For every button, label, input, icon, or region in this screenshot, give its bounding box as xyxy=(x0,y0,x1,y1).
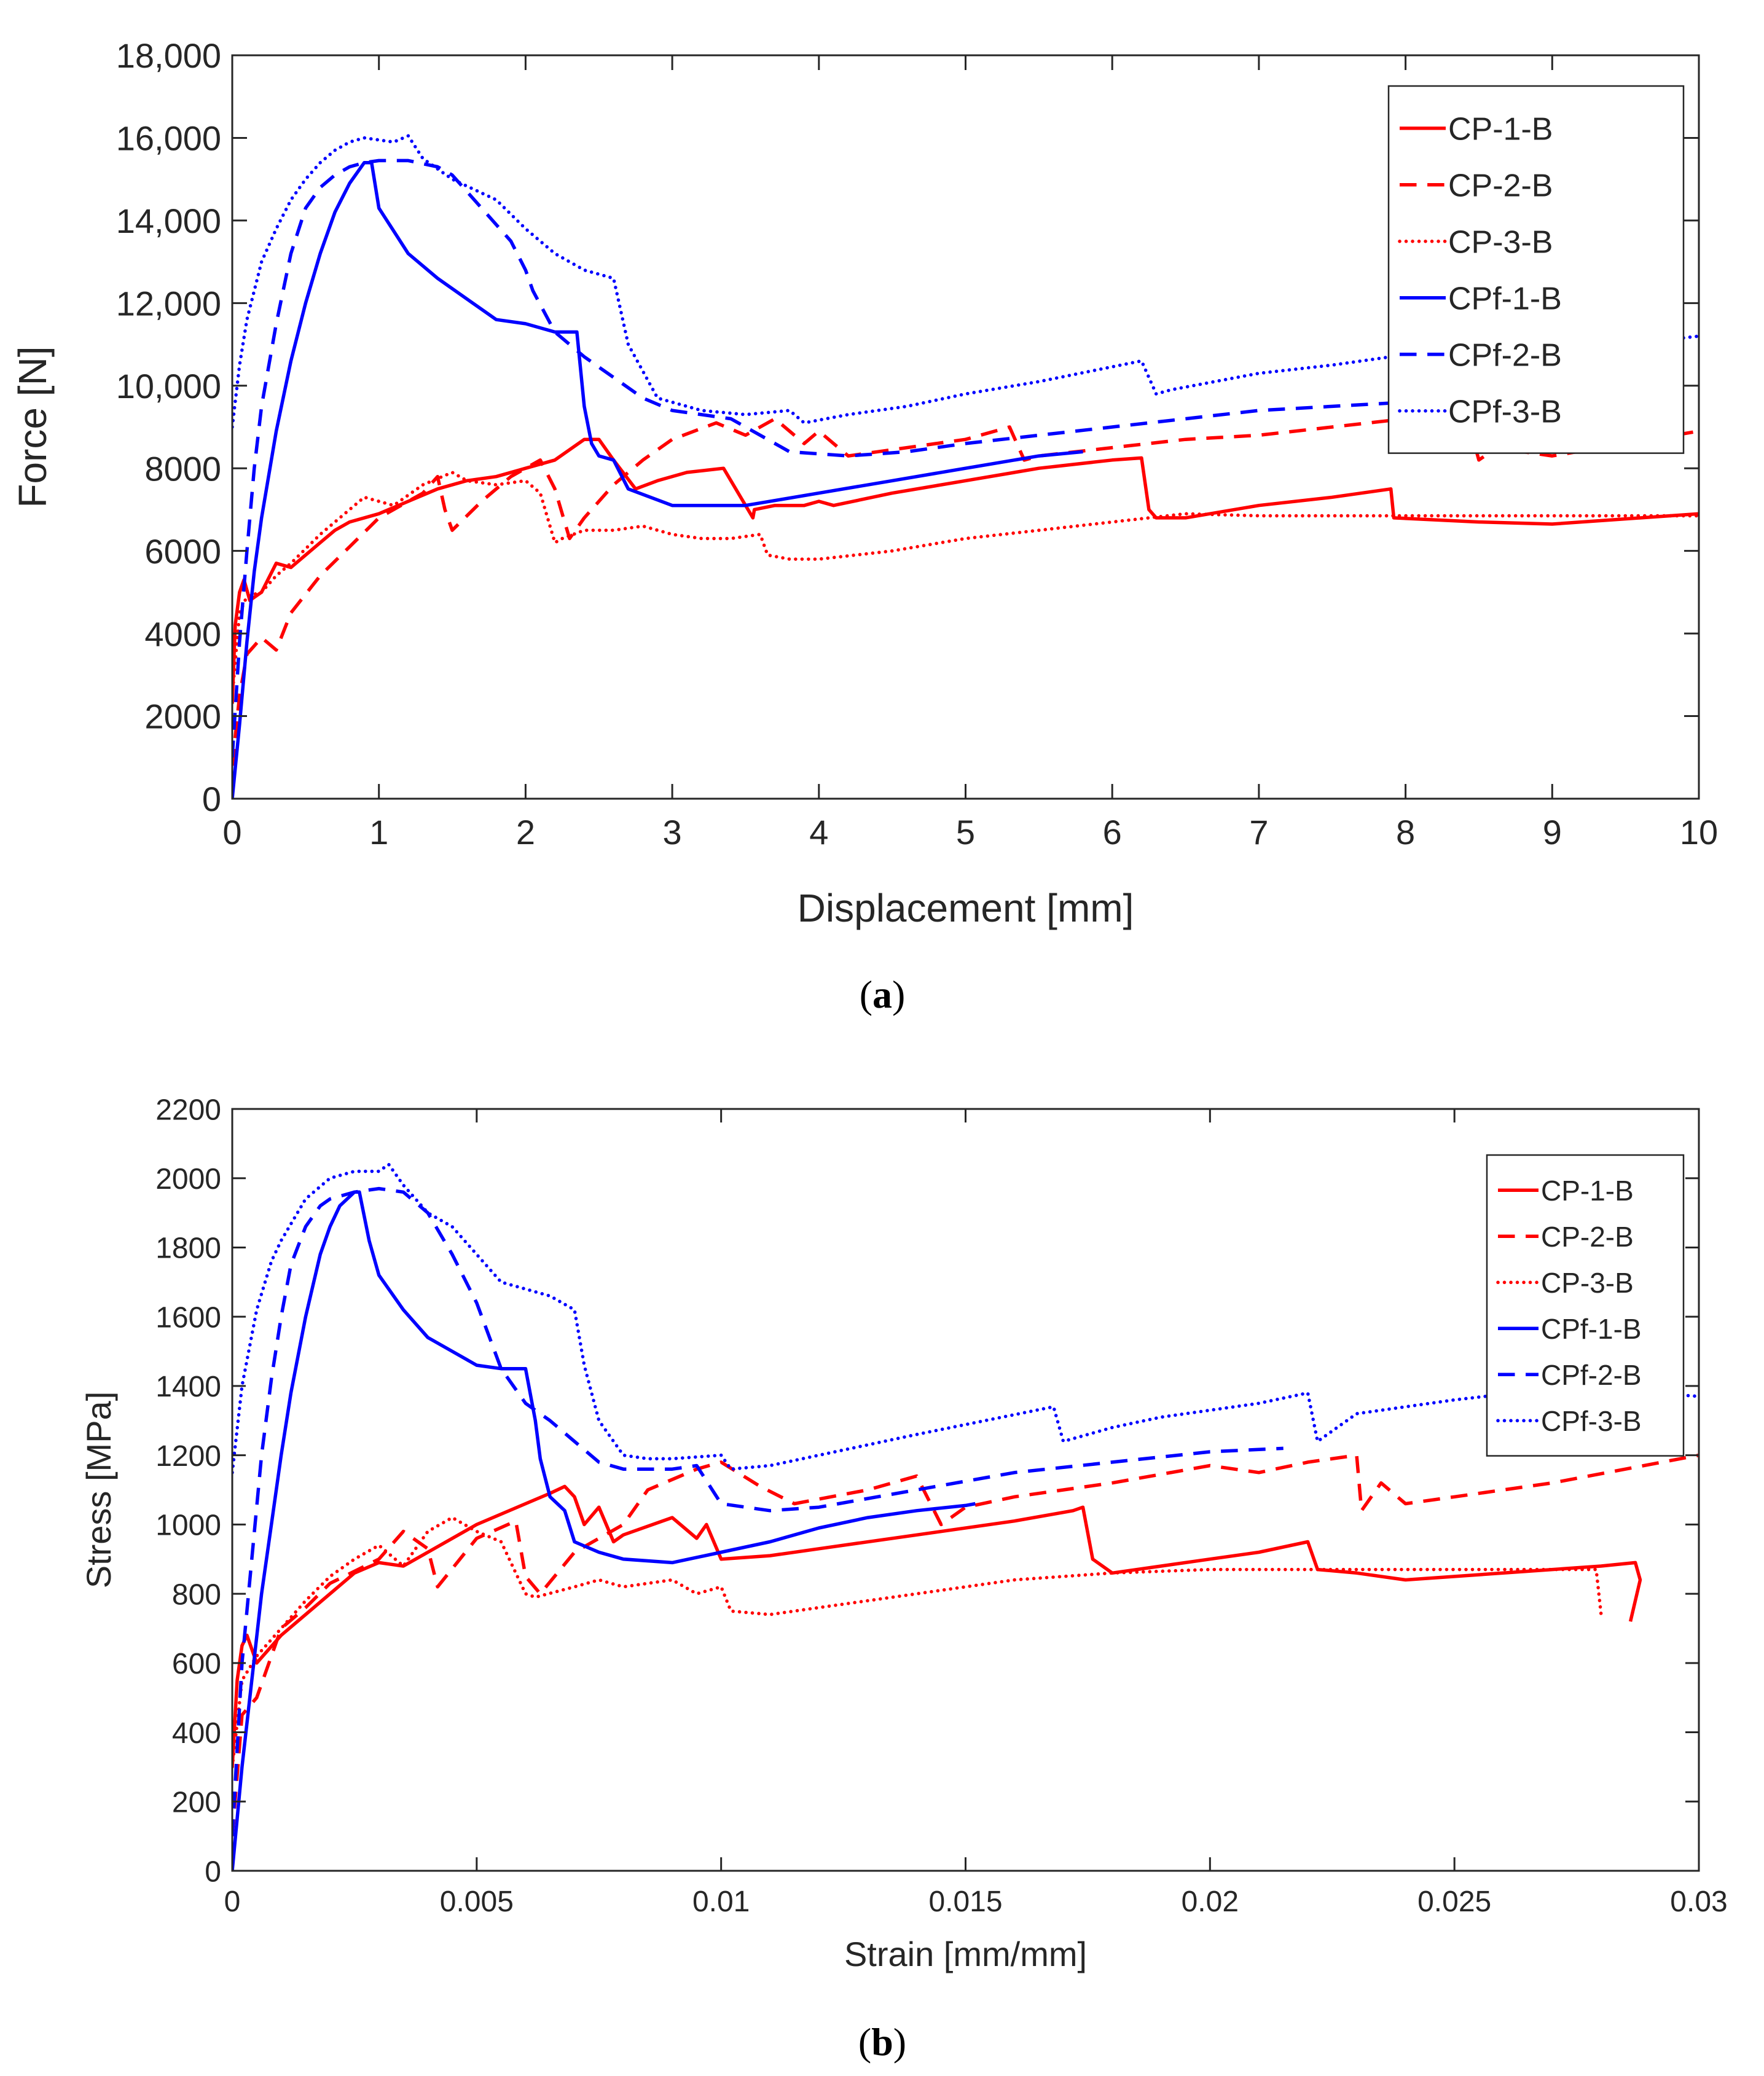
y-tick-label: 4000 xyxy=(144,614,221,653)
y-tick-label: 10,000 xyxy=(116,367,221,405)
legend-label: CP-1-B xyxy=(1448,112,1553,147)
legend-label: CP-3-B xyxy=(1448,225,1553,260)
legend-label: CP-3-B xyxy=(1541,1267,1634,1299)
x-tick-label: 7 xyxy=(1249,813,1268,852)
series-line-CPf-3-B xyxy=(232,134,1699,429)
y-tick-label: 1600 xyxy=(155,1301,221,1334)
y-tick-label: 200 xyxy=(172,1787,221,1819)
y-tick-label: 18,000 xyxy=(116,36,221,75)
x-tick-label: 0.015 xyxy=(928,1886,1002,1918)
caption-b: (b) xyxy=(858,2020,906,2064)
y-tick-label: 16,000 xyxy=(116,119,221,158)
y-tick-label: 0 xyxy=(202,780,221,818)
series-line-CP-2-B xyxy=(232,404,1699,766)
y-tick-label: 0 xyxy=(205,1855,221,1888)
chart-stress-strain: 0 0.005 0.01 0.015 0.02 0.025 0.03 0 200 400 600 80… xyxy=(79,1094,1728,1973)
x-tick-label: 6 xyxy=(1103,813,1122,852)
x-axis-label: Displacement [mm] xyxy=(798,886,1134,930)
series-line-CPf-2-B xyxy=(232,159,1406,758)
series-line-CPf-1-B xyxy=(232,161,1083,799)
x-tick-label: 0.005 xyxy=(440,1886,514,1918)
x-tick-label: 8 xyxy=(1396,813,1415,852)
y-tick-label: 1800 xyxy=(155,1232,221,1265)
y-tick-label: 8000 xyxy=(144,449,221,488)
legend-label: CPf-3-B xyxy=(1541,1405,1642,1437)
y-tick-label: 1400 xyxy=(155,1371,221,1403)
y-tick-label: 14,000 xyxy=(116,202,221,240)
legend-box xyxy=(1486,1154,1685,1457)
legend-label: CPf-2-B xyxy=(1448,338,1562,374)
legend-label: CP-2-B xyxy=(1541,1221,1634,1253)
y-tick-label: 2000 xyxy=(144,697,221,736)
series-line-CPf-1-B xyxy=(232,1190,976,1871)
x-tick-label: 10 xyxy=(1680,813,1718,852)
x-tick-label: 0.01 xyxy=(692,1886,750,1918)
y-tick-label: 2000 xyxy=(155,1163,221,1196)
x-tick-label: 0.03 xyxy=(1670,1886,1727,1918)
caption-a: (a) xyxy=(860,973,906,1016)
y-tick-label: 1200 xyxy=(155,1440,221,1473)
legend-label: CPf-2-B xyxy=(1541,1359,1642,1391)
x-tick-label: 2 xyxy=(516,813,535,852)
y-axis-label: Stress [MPa] xyxy=(79,1392,118,1589)
series-group xyxy=(232,1162,1699,1871)
y-tick-label: 6000 xyxy=(144,532,221,571)
plot-area xyxy=(232,1109,1699,1871)
x-tick-label: 0.025 xyxy=(1417,1886,1491,1918)
series-line-CP-2-B xyxy=(232,1453,1699,1836)
legend-label: CP-2-B xyxy=(1448,168,1553,204)
y-tick-label: 800 xyxy=(172,1578,221,1611)
x-tick-label: 4 xyxy=(809,813,828,852)
x-tick-label: 1 xyxy=(369,813,388,852)
series-line-CPf-2-B xyxy=(232,1186,1284,1836)
legend-label: CP-1-B xyxy=(1541,1175,1634,1207)
y-tick-label: 400 xyxy=(172,1717,221,1750)
legend-label: CPf-3-B xyxy=(1448,394,1562,430)
x-tick-label: 0 xyxy=(224,1886,241,1918)
legend: CP-1-B CP-2-B CP-3-B CPf-1-B CPf-2-B CPf-3-B xyxy=(1486,1154,1685,1457)
series-line-CP-1-B xyxy=(232,437,1699,704)
legend-label: CPf-1-B xyxy=(1541,1313,1642,1345)
series-group xyxy=(232,134,1699,799)
series-line-CPf-3-B xyxy=(232,1162,1699,1475)
series-line-CP-3-B xyxy=(232,471,1699,697)
series-line-CP-3-B xyxy=(232,1516,1608,1769)
chart-force-displacement: 0 1 2 3 4 5 6 7 8 9 10 0 2000 4000 6000 8000 10,000 12,00… xyxy=(10,36,1718,930)
y-axis-label: Force [N] xyxy=(10,346,55,507)
x-tick-label: 5 xyxy=(956,813,975,852)
y-tick-label: 12,000 xyxy=(116,284,221,323)
y-tick-label: 2200 xyxy=(155,1094,221,1126)
x-tick-label: 9 xyxy=(1543,813,1562,852)
x-axis-label: Strain [mm/mm] xyxy=(844,1935,1087,1973)
y-tick-label: 1000 xyxy=(155,1510,221,1542)
x-tick-label: 3 xyxy=(663,813,682,852)
legend-box xyxy=(1387,85,1685,454)
x-tick-label: 0.02 xyxy=(1182,1886,1239,1918)
legend: CP-1-B CP-2-B CP-3-B CPf-1-B CPf-2-B CPf-3-B xyxy=(1387,85,1685,454)
x-tick-label: 0 xyxy=(222,813,241,852)
y-tick-label: 600 xyxy=(172,1648,221,1680)
legend-label: CPf-1-B xyxy=(1448,281,1562,317)
series-line-CP-1-B xyxy=(232,1484,1642,1768)
